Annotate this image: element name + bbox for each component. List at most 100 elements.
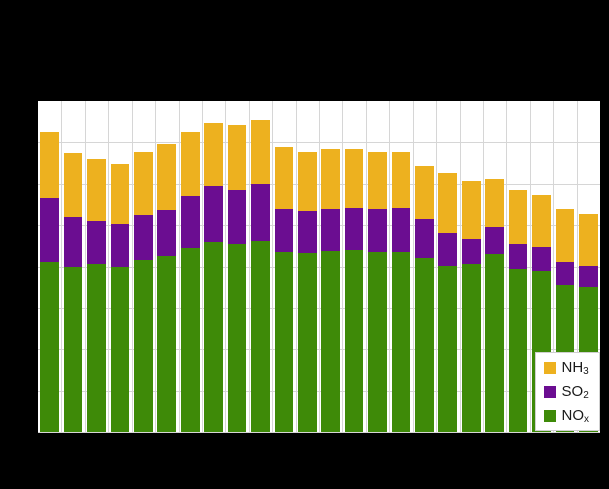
bar-segment-so2 xyxy=(251,183,270,241)
bar-stack[interactable] xyxy=(391,152,411,432)
bar-segment-nox xyxy=(485,254,504,432)
legend-swatch-nh3 xyxy=(543,361,556,374)
bar-segment-nh3 xyxy=(438,172,458,233)
bar-segment-nh3 xyxy=(321,149,341,210)
gridline-vertical xyxy=(225,101,226,432)
bar-segment-nox xyxy=(157,256,177,432)
bar-stack[interactable] xyxy=(180,132,200,432)
bar-segment-nh3 xyxy=(180,132,200,197)
gridline-vertical xyxy=(530,101,531,432)
bar-segment-nox xyxy=(438,265,458,432)
bar-segment-nh3 xyxy=(391,152,411,209)
bar-segment-nox xyxy=(321,250,341,432)
gridline-vertical xyxy=(577,101,578,432)
bar-segment-nox xyxy=(251,240,270,432)
gridline-vertical xyxy=(389,101,390,432)
legend-label-nox: NOx xyxy=(561,407,590,425)
bar-stack[interactable] xyxy=(508,189,528,432)
bar-segment-nox xyxy=(274,252,294,432)
bar-segment-nh3 xyxy=(110,163,130,225)
gridline-vertical xyxy=(61,101,62,432)
bar-stack[interactable] xyxy=(485,179,504,432)
bar-segment-nox xyxy=(134,260,153,432)
bar-stack[interactable] xyxy=(321,149,341,432)
bar-segment-so2 xyxy=(134,214,153,261)
gridline-vertical xyxy=(553,101,554,432)
bar-segment-nh3 xyxy=(555,208,575,263)
legend-item-nox[interactable]: NOx xyxy=(543,407,590,425)
bar-segment-so2 xyxy=(415,218,434,259)
bar-segment-so2 xyxy=(274,208,294,253)
bar-segment-nox xyxy=(63,266,83,432)
legend-item-so2[interactable]: SO2 xyxy=(543,383,590,401)
bar-segment-nox xyxy=(297,253,317,432)
bar-segment-nox xyxy=(415,258,434,432)
gridline-vertical xyxy=(179,101,180,432)
legend-label-so2: SO2 xyxy=(561,383,589,401)
legend-item-nh3[interactable]: NH3 xyxy=(543,359,590,377)
bar-segment-nh3 xyxy=(297,152,317,212)
gridline-vertical xyxy=(342,101,343,432)
bar-segment-so2 xyxy=(344,207,364,250)
bar-segment-nox xyxy=(461,264,481,432)
legend-label-nh3: NH3 xyxy=(561,359,589,377)
bar-segment-so2 xyxy=(297,211,317,254)
bar-segment-nh3 xyxy=(368,151,387,209)
gridline-vertical xyxy=(483,101,484,432)
bar-segment-nox xyxy=(344,249,364,432)
bar-stack[interactable] xyxy=(227,124,247,432)
plot-area xyxy=(38,101,600,433)
bar-stack[interactable] xyxy=(461,180,481,432)
bar-segment-nox xyxy=(40,262,60,432)
bar-stack[interactable] xyxy=(134,151,153,432)
bar-segment-so2 xyxy=(227,189,247,244)
bar-segment-nox xyxy=(368,252,387,432)
bar-segment-so2 xyxy=(461,238,481,265)
bar-segment-nox xyxy=(87,264,106,432)
bar-segment-nox xyxy=(508,268,528,432)
bar-stack[interactable] xyxy=(274,146,294,432)
bar-segment-so2 xyxy=(438,232,458,266)
bar-stack[interactable] xyxy=(157,144,177,432)
bar-stack[interactable] xyxy=(368,151,387,432)
bar-stack[interactable] xyxy=(110,163,130,432)
gridline-vertical xyxy=(296,101,297,432)
bar-segment-nh3 xyxy=(40,132,60,199)
bar-segment-nox xyxy=(391,252,411,432)
bar-segment-nh3 xyxy=(227,124,247,190)
gridline-vertical xyxy=(132,101,133,432)
bar-group xyxy=(38,101,600,432)
bar-segment-nh3 xyxy=(204,122,223,186)
bar-segment-so2 xyxy=(555,262,575,286)
bar-stack[interactable] xyxy=(204,122,223,432)
gridline-vertical xyxy=(108,101,109,432)
bar-segment-nh3 xyxy=(532,194,551,247)
bar-segment-nh3 xyxy=(63,152,83,217)
bar-segment-so2 xyxy=(532,246,551,271)
bar-segment-so2 xyxy=(368,208,387,253)
legend-swatch-nox xyxy=(543,409,556,422)
gridline-vertical xyxy=(155,101,156,432)
bar-stack[interactable] xyxy=(251,119,270,432)
bar-segment-so2 xyxy=(40,198,60,263)
gridline-vertical xyxy=(366,101,367,432)
bar-segment-so2 xyxy=(321,209,341,251)
bar-segment-nox xyxy=(227,243,247,432)
gridline-vertical xyxy=(249,101,250,432)
bar-stack[interactable] xyxy=(415,165,434,432)
bar-segment-nox xyxy=(180,247,200,432)
bar-stack[interactable] xyxy=(40,132,60,432)
bar-segment-nh3 xyxy=(134,151,153,215)
bar-segment-so2 xyxy=(391,208,411,253)
bar-segment-nh3 xyxy=(578,213,598,266)
bar-stack[interactable] xyxy=(297,152,317,432)
bar-stack[interactable] xyxy=(438,172,458,432)
bar-segment-so2 xyxy=(110,224,130,267)
bar-stack[interactable] xyxy=(87,158,106,432)
bar-segment-so2 xyxy=(157,209,177,257)
bar-stack[interactable] xyxy=(63,152,83,432)
bar-segment-nh3 xyxy=(485,179,504,227)
bar-stack[interactable] xyxy=(344,149,364,432)
bar-segment-nh3 xyxy=(415,165,434,219)
